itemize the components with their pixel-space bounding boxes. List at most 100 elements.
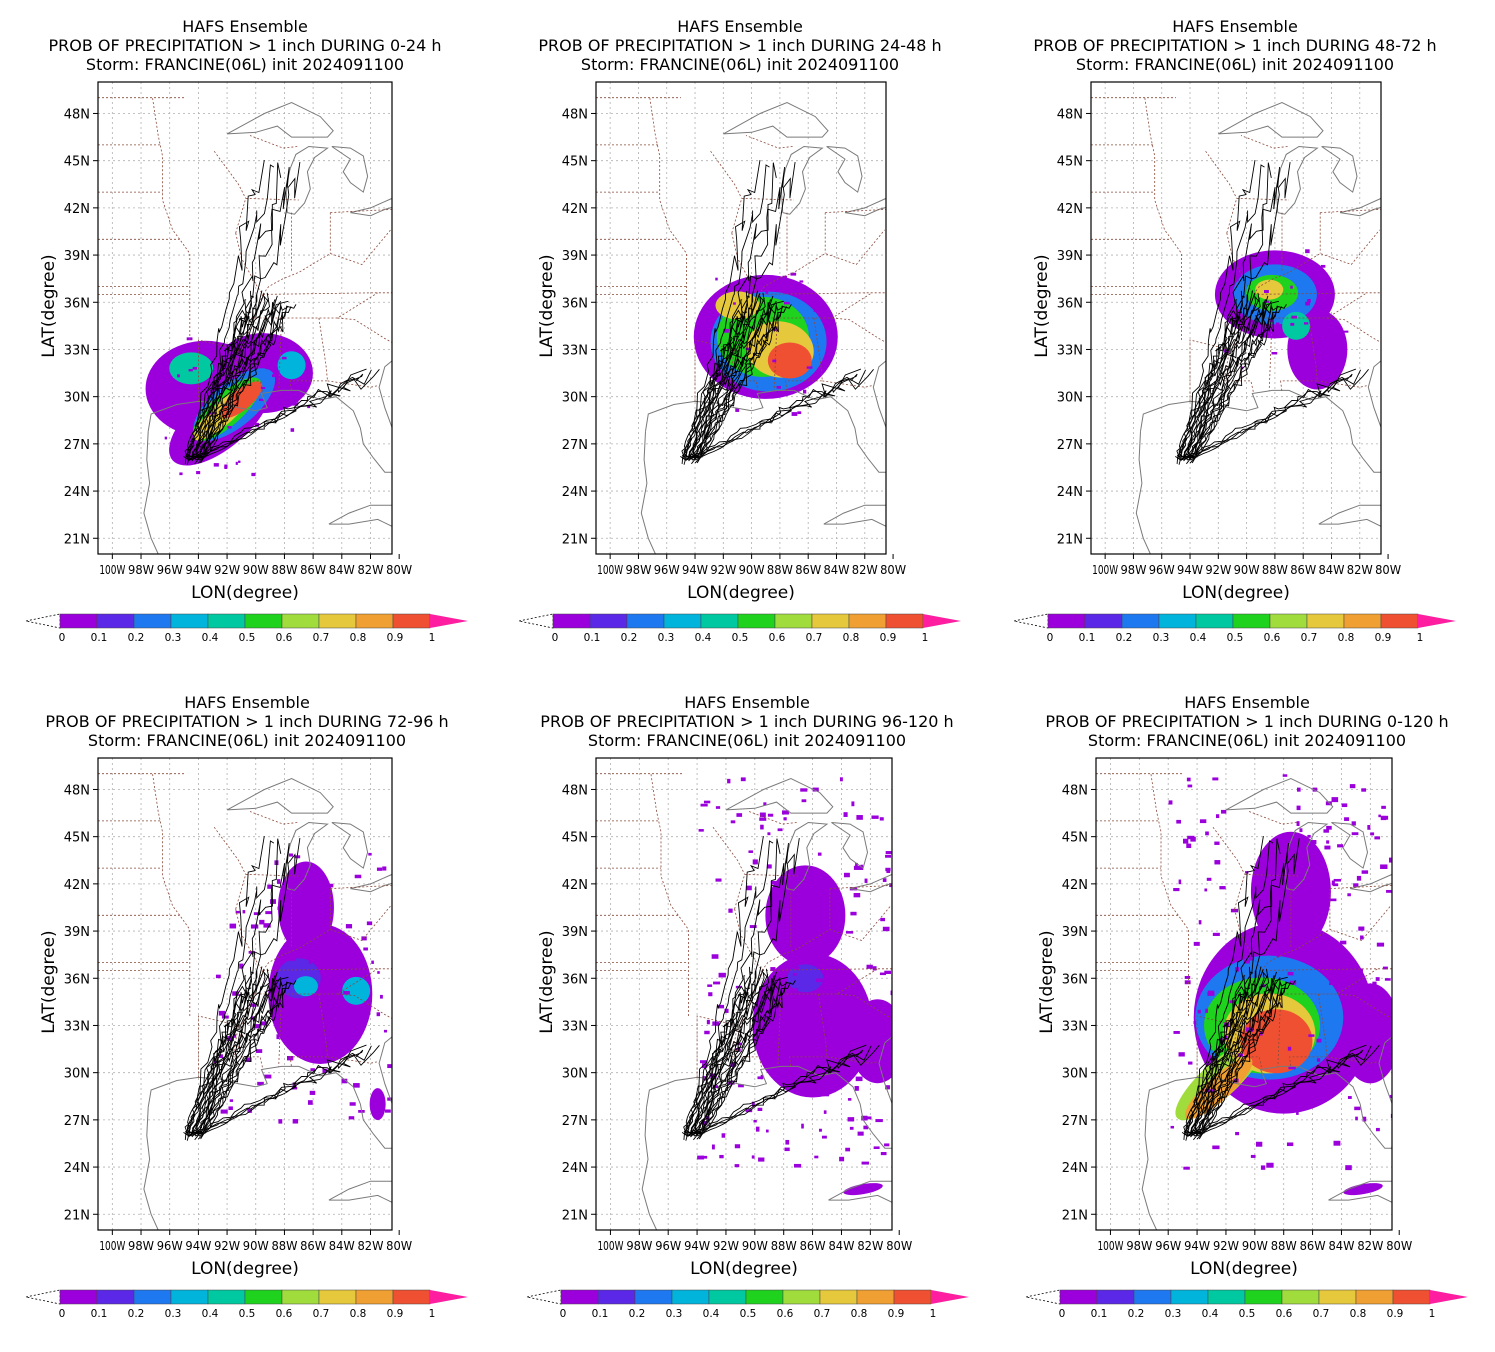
coastline xyxy=(143,431,159,554)
state-border xyxy=(1261,968,1392,971)
precip-speck xyxy=(843,872,850,878)
state-border xyxy=(289,317,328,392)
precip-speck xyxy=(734,1164,740,1168)
storm-track xyxy=(1187,840,1274,1134)
precip-speck xyxy=(1361,870,1369,874)
state-border xyxy=(1196,1015,1238,1078)
precip-speck xyxy=(1341,803,1348,808)
x-axis-label: LON(degree) xyxy=(690,1259,798,1279)
precip-speck xyxy=(884,1047,890,1052)
lon-tick-label: 82W xyxy=(1357,1238,1383,1253)
precip-speck xyxy=(882,926,890,932)
precip-speck xyxy=(707,984,713,987)
precip-speck xyxy=(245,1057,252,1062)
lat-tick-label: 33N xyxy=(64,1019,90,1034)
precip-speck xyxy=(1241,269,1247,273)
colorbar-segment xyxy=(774,613,813,629)
lon-tick-label: 100W xyxy=(597,1238,623,1253)
precip-speck xyxy=(871,815,879,819)
precip-speck xyxy=(824,938,830,944)
precip-speck xyxy=(708,992,713,997)
precip-speck xyxy=(1340,940,1347,945)
colorbar-label: 0.2 xyxy=(621,632,638,644)
precip-speck xyxy=(786,1088,790,1092)
precip-speck xyxy=(348,1116,355,1120)
precip-speck xyxy=(1214,860,1221,865)
precip-speck xyxy=(1358,926,1365,931)
colorbar-segment xyxy=(281,1289,320,1305)
state-border xyxy=(327,380,378,388)
storm-track xyxy=(690,301,777,458)
ensemble-tracks xyxy=(1175,160,1369,465)
precip-speck xyxy=(1243,1100,1248,1104)
lon-tick-label: 86W xyxy=(300,1238,326,1253)
precip-speck xyxy=(1188,1061,1193,1065)
storm-track xyxy=(186,970,257,1136)
lat-tick-label: 27N xyxy=(562,438,588,453)
map-area xyxy=(596,758,892,1230)
coastline xyxy=(1275,145,1319,215)
colorbar-label: 0 xyxy=(1059,1308,1066,1320)
lat-tick-label: 39N xyxy=(562,249,588,264)
precip-speck xyxy=(775,1042,782,1047)
state-border xyxy=(789,993,828,1068)
precip-speck xyxy=(845,931,854,934)
colorbar-label: 0.7 xyxy=(1301,632,1318,644)
lat-tick-label: 30N xyxy=(64,1067,90,1082)
colorbar: 0 0.1 0.2 0.3 0.4 0.5 0.6 0.7 0.8 0.9 1 xyxy=(1013,613,1456,644)
colorbar-over-arrow xyxy=(923,614,961,628)
colorbar-label: 0.8 xyxy=(350,632,367,644)
precip-speck xyxy=(772,359,777,363)
colorbar-segment xyxy=(1084,613,1123,629)
precip-speck xyxy=(1303,322,1309,325)
colorbar-segment xyxy=(170,613,209,629)
precip-speck xyxy=(1382,966,1388,970)
colorbar-segment xyxy=(1343,613,1382,629)
state-border xyxy=(1337,993,1392,1019)
precip-speck xyxy=(356,960,363,966)
coastlines xyxy=(641,777,892,1230)
colorbar-segment xyxy=(1269,613,1308,629)
precip-speck xyxy=(235,461,238,465)
precip-speck xyxy=(781,810,790,815)
lon-tick-label: 92W xyxy=(214,1238,240,1253)
panel-title-line2: PROB OF PRECIPITATION > 1 inch DURING 24… xyxy=(538,36,941,55)
lon-tick-label: 84W xyxy=(828,1238,854,1253)
precip-speck xyxy=(260,386,266,390)
storm-track xyxy=(1183,971,1254,1135)
precip-speck xyxy=(698,829,704,832)
colorbar-label: 0.3 xyxy=(658,632,675,644)
storm-track xyxy=(188,970,269,1135)
storm-track xyxy=(194,971,278,1136)
lon-tick-label: 94W xyxy=(682,562,708,577)
storm-track xyxy=(184,299,247,464)
storm-track xyxy=(1191,306,1282,464)
colorbar-label: 0 xyxy=(59,1308,66,1320)
colorbar-segment xyxy=(589,613,628,629)
precip-speck xyxy=(700,1155,708,1159)
precip-speck xyxy=(796,900,804,906)
precip-speck xyxy=(793,966,800,971)
precip-speck xyxy=(839,1156,845,1162)
precip-speck xyxy=(778,1058,785,1064)
colorbar-segment xyxy=(597,1289,636,1305)
storm-track xyxy=(681,295,751,459)
colorbar-label: 0.4 xyxy=(1202,1308,1219,1320)
precip-speck xyxy=(1355,1116,1358,1121)
precip-speck xyxy=(1332,945,1338,949)
storm-track xyxy=(200,982,292,1140)
lon-tick-label: 86W xyxy=(1290,562,1316,577)
storm-track xyxy=(193,977,282,1134)
precip-speck xyxy=(229,1099,234,1102)
precip-speck xyxy=(800,788,808,792)
precip-speck xyxy=(1264,934,1271,939)
precip-speck xyxy=(1367,825,1371,830)
storm-track xyxy=(1178,160,1256,459)
state-border xyxy=(731,1056,763,1070)
state-border xyxy=(891,883,892,921)
precip-speck xyxy=(736,813,743,817)
coastline xyxy=(350,873,392,893)
precip-speck xyxy=(1184,975,1191,979)
precip-speck xyxy=(286,1055,294,1061)
precip-speck xyxy=(1348,959,1352,963)
